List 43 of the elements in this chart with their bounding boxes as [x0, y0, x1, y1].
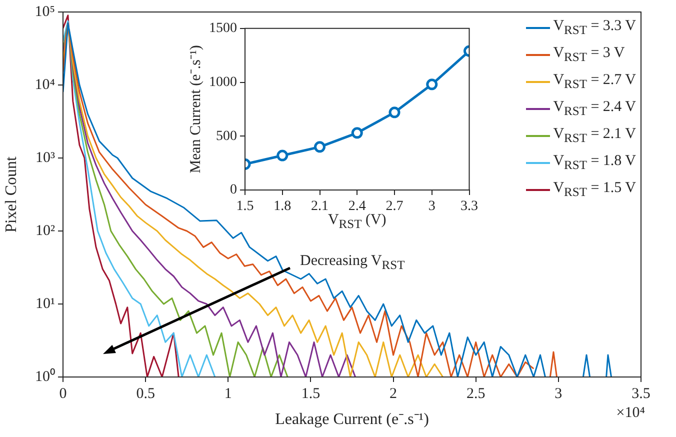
- y-axis-title: Mean Current (e⁻.s⁻¹): [188, 45, 204, 174]
- x-tick-label: 3: [428, 199, 436, 214]
- x-tick-label: 0.5: [136, 386, 155, 402]
- x-tick-label: 2.1: [311, 199, 328, 214]
- x-tick-label: 2: [390, 386, 398, 402]
- y-tick-label: 10³: [36, 150, 56, 166]
- x-tick-label: 1.5: [236, 199, 254, 214]
- y-tick-label: 10⁴: [34, 76, 55, 93]
- annotation: Decreasing V$_{RST}$: [300, 253, 405, 273]
- legend-label: V$_{RST}$ = 3 V: [553, 44, 625, 64]
- legend-label: V$_{RST}$ = 2.7 V: [553, 72, 636, 92]
- legend-label: V$_{RST}$ = 2.1 V: [553, 126, 636, 146]
- point: [426, 78, 438, 90]
- x-tick-label: 2.5: [466, 386, 486, 402]
- x-tick-label: 2.4: [348, 199, 366, 214]
- legend-label: V$_{RST}$ = 3.3 V: [553, 18, 636, 38]
- y-tick-label: 1500: [209, 21, 237, 36]
- legend-label: V$_{RST}$ = 2.4 V: [553, 98, 636, 118]
- y-tick-label: 10⁵: [34, 4, 55, 20]
- point: [314, 141, 326, 153]
- y-tick-label: 10²: [36, 222, 56, 239]
- x-tick-label: 3: [554, 386, 562, 402]
- x-tick-label: 1.8: [274, 199, 292, 214]
- x-tick-label: 3.5: [632, 386, 650, 402]
- y-axis-title: Pixel Count: [2, 156, 20, 233]
- x-tick-label: 3.3: [460, 199, 478, 214]
- y-tick-label: 10⁰: [35, 368, 55, 385]
- x-tick-label: 1: [224, 386, 232, 402]
- x-tick-label: 2.7: [386, 199, 404, 214]
- y-tick-label: 10¹: [36, 296, 55, 312]
- point: [388, 106, 400, 118]
- x-axis-title: Leakage Current (e⁻.s⁻¹): [275, 410, 429, 429]
- point: [276, 150, 288, 162]
- y-tick-label: 500: [216, 128, 237, 144]
- y-tick-label: 0: [230, 182, 237, 198]
- legend-label: V$_{RST}$ = 1.5 V: [553, 180, 636, 200]
- y-tick-label: 1000: [209, 74, 237, 90]
- point: [351, 127, 363, 139]
- x-axis-title: V$_{RST}$ (V): [328, 212, 386, 232]
- text: ×10⁴: [616, 405, 645, 422]
- legend-label: V$_{RST}$ = 1.8 V: [553, 152, 636, 172]
- x-tick-label: 1.5: [301, 386, 320, 402]
- x-tick-label: 0: [59, 386, 67, 402]
